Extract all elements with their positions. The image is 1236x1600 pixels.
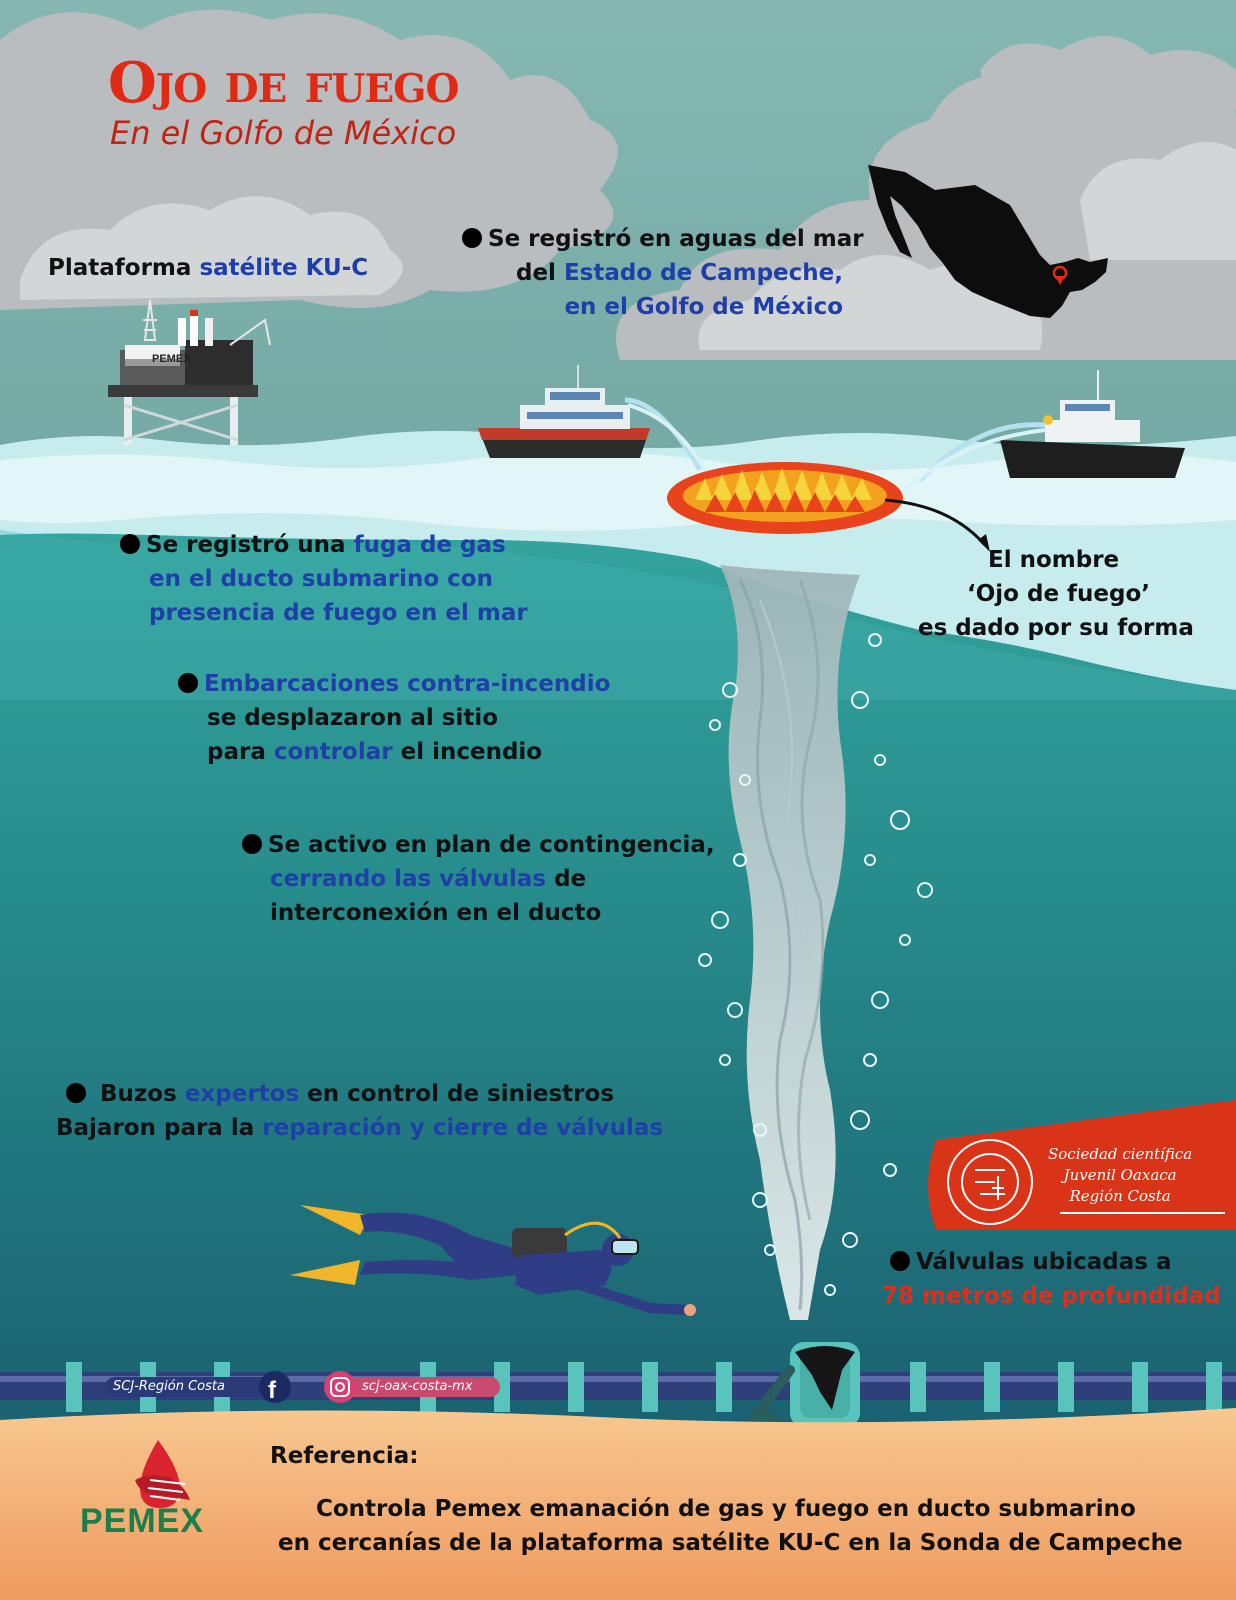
instagram-handle[interactable]: scj-oax-costa-mx: [362, 1379, 473, 1394]
fireboat-left-illustration: [478, 365, 712, 481]
location-pin-icon: [1052, 265, 1068, 285]
bullet-icon: [242, 833, 262, 854]
name-note-line-1: El nombre: [988, 547, 1120, 573]
bullet-icon: [120, 533, 140, 554]
facebook-handle[interactable]: SCJ-Región Costa: [113, 1379, 225, 1394]
diver-illustration: [290, 1205, 696, 1316]
divers-line-2: Bajaron para la reparación y cierre de v…: [56, 1115, 664, 1141]
bullet-icon: [178, 672, 198, 693]
facebook-icon: f: [268, 1377, 277, 1404]
valves-depth: 78 metros de profundidad: [882, 1283, 1221, 1309]
boats-line-3: para controlar el incendio: [207, 739, 543, 765]
reference-line-1: Controla Pemex emanación de gas y fuego …: [316, 1496, 1136, 1522]
facebook-badge[interactable]: f: [105, 1371, 291, 1404]
seabed-sand: [0, 1408, 1236, 1600]
leak-line-2: en el ducto submarino con: [149, 566, 493, 592]
location-line-3: en el Golfo de México: [564, 294, 843, 320]
mexico-map: [868, 165, 1108, 318]
contingency-line-2: cerrando las válvulas de: [270, 866, 587, 892]
platform-label: Plataforma satélite KU-C: [48, 255, 369, 281]
boats-line-1: Embarcaciones contra-incendio: [178, 667, 610, 701]
scj-seal-icon: [947, 1139, 1033, 1225]
pemex-logo-text: PEMEX: [80, 1502, 205, 1540]
instagram-icon: [330, 1377, 350, 1397]
fireboat-right-illustration: [903, 370, 1185, 492]
reference-heading: Referencia:: [270, 1443, 419, 1469]
bullet-icon: [462, 227, 482, 248]
location-line-2: del Estado de Campeche,: [515, 260, 843, 286]
contingency-line-3: interconexión en el ducto: [270, 900, 602, 926]
scj-badge-background: [928, 1100, 1236, 1230]
valves-line-1: Válvulas ubicadas a: [890, 1245, 1172, 1279]
bubbles: [698, 633, 933, 1296]
boats-line-2: se desplazaron al sitio: [207, 705, 499, 731]
fire-eye-illustration: [667, 462, 990, 552]
pemex-logo: [135, 1440, 190, 1508]
leak-line-1: Se registró una fuga de gas: [120, 528, 506, 562]
page-title: Ojo de fuego: [108, 50, 459, 116]
reference-line-2: en cercanías de la plataforma satélite K…: [278, 1530, 1183, 1556]
platform-name: satélite KU-C: [199, 255, 369, 281]
leak-line-3: presencia de fuego en el mar: [149, 600, 528, 626]
scj-name: Sociedad científica Juvenil Oaxaca Regió…: [1048, 1145, 1193, 1205]
bullet-icon: [890, 1250, 910, 1271]
instagram-badge[interactable]: [324, 1371, 500, 1403]
name-note-line-3: es dado por su forma: [918, 615, 1194, 641]
contingency-line-1: Se activo en plan de contingencia,: [242, 828, 715, 862]
location-line-1: Se registró en aguas del mar: [462, 222, 864, 256]
page-subtitle: En el Golfo de México: [110, 114, 457, 152]
svg-text:PEMEX: PEMEX: [152, 353, 191, 365]
name-note-line-2: ‘Ojo de fuego’: [967, 581, 1151, 607]
bullet-icon: [66, 1082, 86, 1103]
oil-platform-illustration: PEMEX: [108, 299, 271, 445]
divers-line-1: Buzos expertos en control de siniestros: [66, 1077, 614, 1111]
